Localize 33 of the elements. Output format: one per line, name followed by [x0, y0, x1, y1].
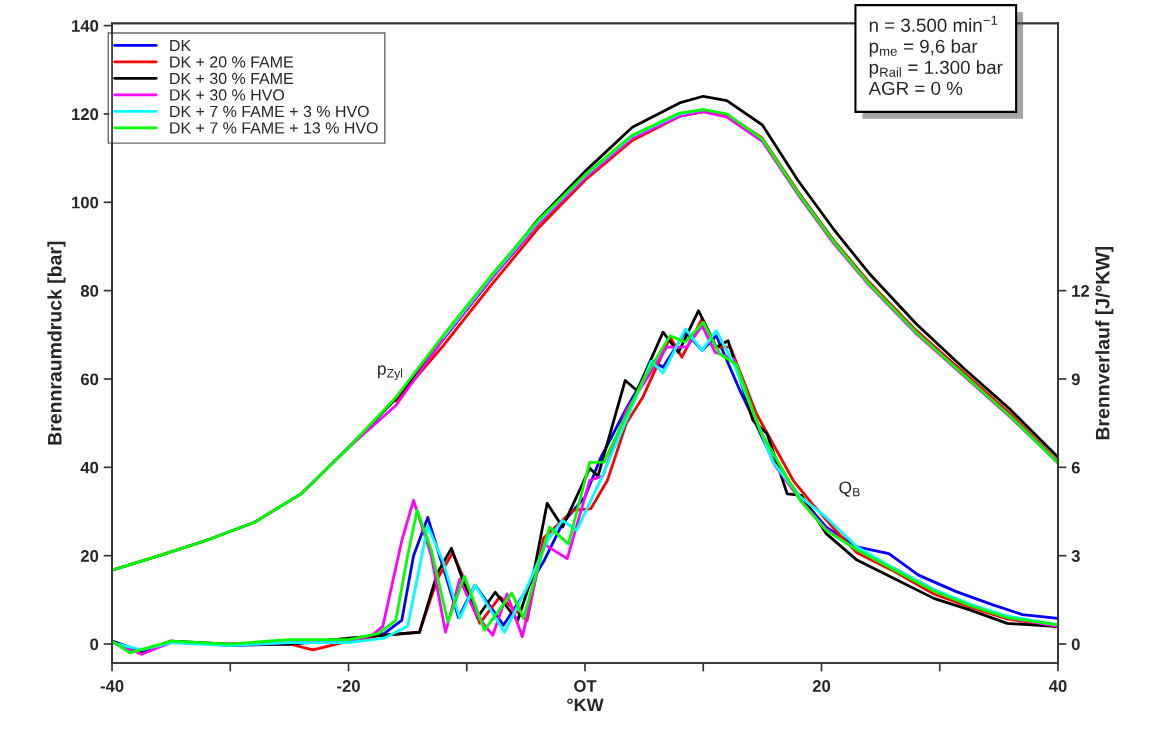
- annotation: p$_{Zyl}$: [378, 365, 403, 380]
- x-tick-label: 20: [812, 680, 831, 692]
- legend-label: DK + 30 % HVO: [170, 89, 285, 101]
- legend-label: DK: [170, 39, 191, 51]
- y-tick-label: 40: [80, 461, 99, 474]
- x-tick-label: OT: [574, 680, 597, 692]
- y-tick-label: 20: [80, 550, 99, 562]
- legend-label: DK + 7 % FAME + 13 % HVO: [170, 122, 378, 134]
- x-tick-label: 40: [1048, 680, 1067, 692]
- annotation: AGR = 0 %: [868, 81, 963, 96]
- x-axis-title: °KW: [567, 698, 604, 712]
- y2-tick-label: 9: [1071, 373, 1080, 386]
- y-tick-label: 140: [72, 20, 99, 32]
- y-tick-label: 100: [72, 196, 99, 209]
- x-tick-label: -20: [337, 680, 360, 692]
- y2-tick-label: 12: [1072, 285, 1090, 297]
- x-tick-label: -40: [100, 680, 124, 692]
- legend-label: DK + 7 % FAME + 3 % HVO: [170, 105, 369, 118]
- annotation: Q$_{B}$: [839, 481, 860, 497]
- y-axis-title: Brennraumdruck [bar]: [47, 241, 66, 445]
- y2-tick-label: 6: [1071, 461, 1080, 474]
- annotation: p$_{Rail}$ = 1.300 bar: [869, 60, 1003, 78]
- y2-tick-label: 3: [1071, 550, 1080, 562]
- y2-axis-title: Brennverlauf [J/°KW]: [1095, 246, 1114, 440]
- y-tick-label: 60: [80, 373, 99, 386]
- legend-label: DK + 20 % FAME: [170, 56, 293, 68]
- y-tick-label: 80: [80, 285, 99, 297]
- y-tick-label: 0: [90, 638, 99, 651]
- annotation: p$_{me}$ = 9,6 bar: [869, 39, 978, 57]
- legend-label: DK + 30 % FAME: [170, 72, 293, 85]
- y2-tick-label: 0: [1071, 638, 1080, 651]
- annotation: n = 3.500 min$^{−1}$: [869, 15, 998, 32]
- y-tick-label: 120: [72, 108, 99, 121]
